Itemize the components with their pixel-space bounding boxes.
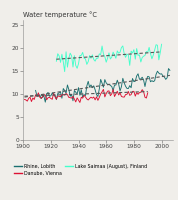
Legend: Rhine, Lobith, Danube, Vienna, Lake Saimaa (August), Finland: Rhine, Lobith, Danube, Vienna, Lake Saim…: [14, 164, 147, 176]
Text: Water temperature °C: Water temperature °C: [23, 12, 97, 18]
